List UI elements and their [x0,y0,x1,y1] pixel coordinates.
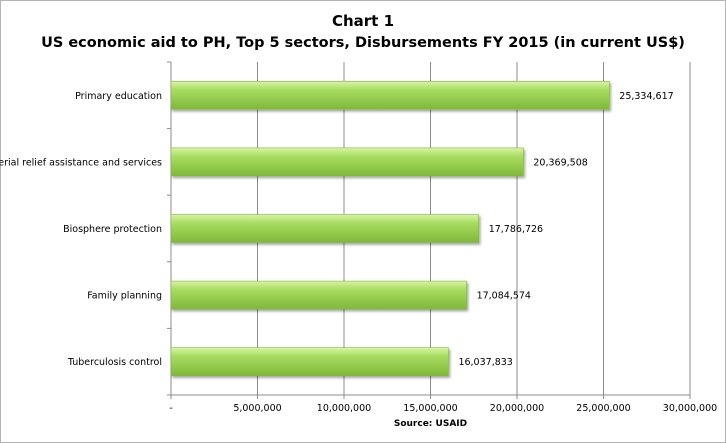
category-label: Tuberculosis control [67,357,162,368]
chart-title: Chart 1 [331,12,395,30]
data-label: 16,037,833 [458,357,512,368]
data-label: 25,334,617 [619,91,673,102]
chart-subtitle: US economic aid to PH, Top 5 sectors, Di… [41,35,685,51]
bar [170,280,467,310]
bar [170,147,524,177]
x-tick-label: 25,000,000 [576,403,630,414]
data-label: 20,369,508 [533,157,587,168]
category-label: Material relief assistance and services [0,157,162,168]
bar [170,81,610,110]
x-tick-label: 5,000,000 [233,403,281,414]
category-label: Primary education [75,91,162,102]
data-label: 17,084,574 [477,291,531,302]
bars [170,81,610,377]
data-label: 17,786,726 [489,224,543,235]
x-tick-label: 20,000,000 [490,403,544,414]
x-axis-title: Source: USAID [394,419,467,429]
x-tick-label: 10,000,000 [317,403,371,414]
x-tick-label: - [169,403,172,414]
x-tick-label: 30,000,000 [663,403,717,414]
bar [170,214,480,243]
x-tick-label: 15,000,000 [403,403,457,414]
labels: - 5,000,000 10,000,000 15,000,000 20,000,000… [0,91,717,429]
chart-title-block: Chart 1 US economic aid to PH, Top 5 sec… [0,10,726,54]
bar [170,347,449,377]
category-label: Biosphere protection [63,224,162,235]
category-label: Family planning [87,291,162,302]
